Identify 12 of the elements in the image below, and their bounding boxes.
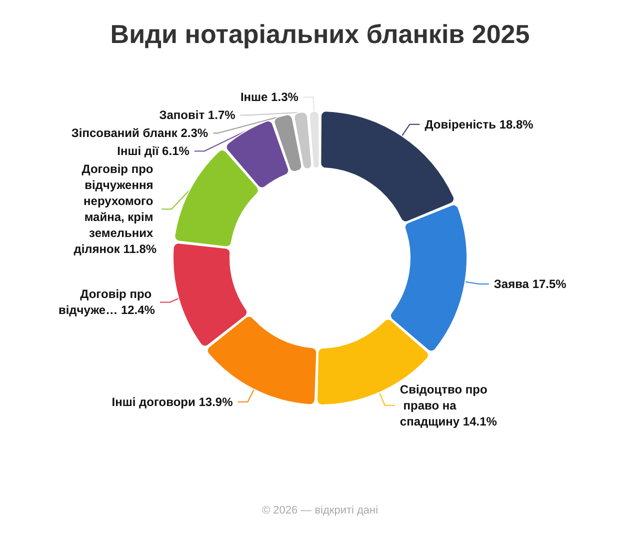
text: © 2026 — відкриті дані [262, 504, 378, 516]
slice-label: Договір про відчуже… 12.4% [58, 287, 156, 318]
slice-label: Свідоцтво про право на спадщину 14.1% [400, 382, 498, 428]
slice-label: Інші дії 6.1% [117, 144, 190, 158]
slice-label: Інше 1.3% [240, 90, 299, 104]
slice-label: Заповіт 1.7% [159, 108, 236, 122]
slice-label: Інші договори 13.9% [112, 394, 234, 409]
slice-label: Договір про відчуження нерухомого майна, крім земельних ділянок 11.8% [74, 162, 157, 256]
chart-title: Види нотаріальних бланків 2025 [110, 19, 530, 49]
slice-label: Зіпсований бланк 2.3% [71, 126, 208, 140]
slice-label: Заява 17.5% [494, 276, 567, 291]
slice-label: Довіреність 18.8% [424, 117, 534, 132]
